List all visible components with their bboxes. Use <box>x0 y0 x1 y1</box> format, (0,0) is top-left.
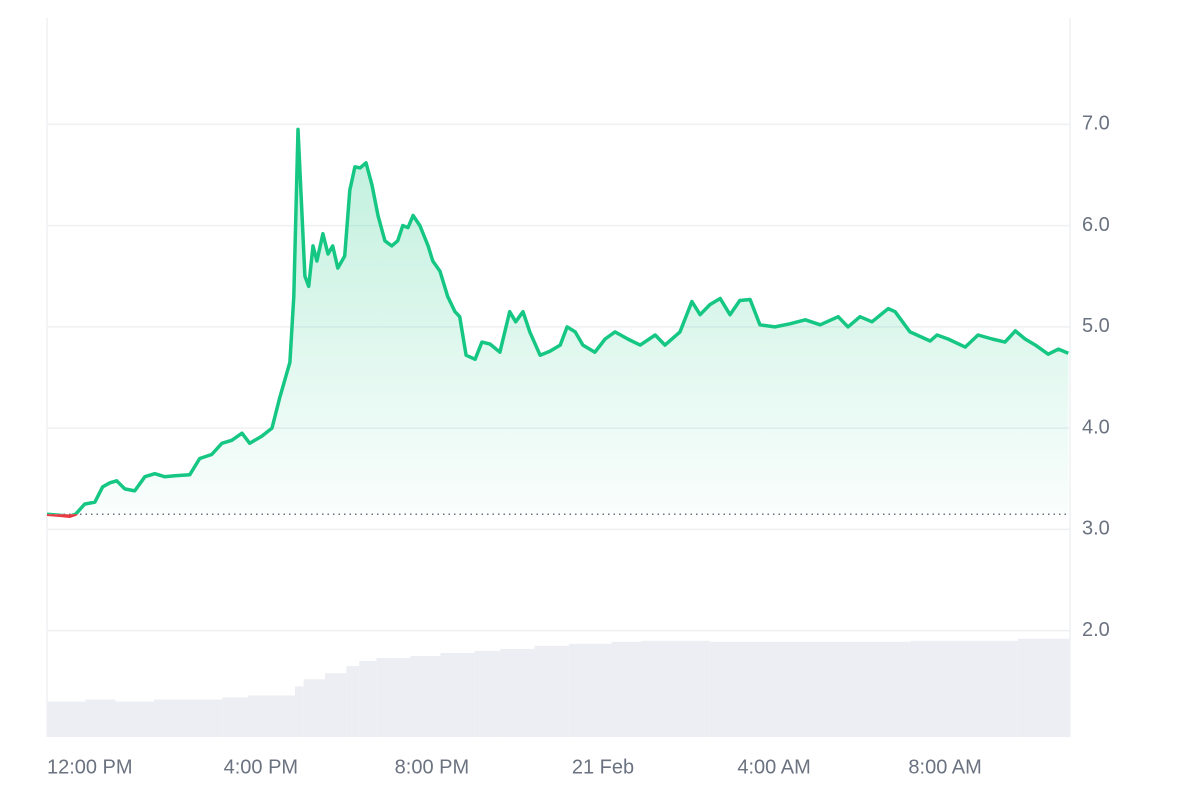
volume-bar <box>440 652 475 737</box>
volume-bar <box>910 640 1018 737</box>
volume-bar <box>709 641 911 737</box>
volume-bar <box>641 640 710 737</box>
y-tick-label: 2.0 <box>1082 619 1110 641</box>
y-tick-label: 4.0 <box>1082 416 1110 438</box>
volume-bar <box>474 650 501 737</box>
volume-bar <box>359 661 377 737</box>
volume-bar <box>568 643 612 737</box>
x-tick-label: 4:00 AM <box>737 756 810 778</box>
volume-bar <box>153 699 223 737</box>
x-tick-label: 8:00 AM <box>908 756 981 778</box>
volume-bar <box>115 701 154 737</box>
volume-layer <box>47 638 1070 737</box>
x-tick-label: 21 Feb <box>572 756 634 778</box>
price-line-up <box>46 127 1069 515</box>
volume-bar <box>303 679 325 737</box>
y-tick-label: 5.0 <box>1082 315 1110 337</box>
line-layer <box>46 127 1070 518</box>
volume-bar <box>500 648 535 737</box>
y-tick-label: 7.0 <box>1082 113 1110 135</box>
volume-bar <box>410 655 441 737</box>
volume-bar <box>611 641 642 737</box>
x-tick-label: 4:00 PM <box>224 756 298 778</box>
y-tick-label: 3.0 <box>1082 518 1110 540</box>
label-layer: 2.0 3.0 4.0 5.0 6.0 7.0 12:00 PM 4:00 PM 8:00 PM… <box>47 113 1110 779</box>
volume-bar <box>324 673 347 737</box>
volume-bar <box>376 658 411 737</box>
volume-bar <box>295 686 304 737</box>
volume-bar <box>346 666 360 737</box>
y-tick-label: 6.0 <box>1082 214 1110 236</box>
volume-bar <box>534 645 569 737</box>
volume-bar <box>248 695 296 737</box>
volume-bar <box>222 697 249 737</box>
volume-bar <box>47 701 86 737</box>
volume-bar <box>85 699 116 737</box>
volume-bar <box>1017 638 1070 737</box>
x-tick-label: 8:00 PM <box>395 756 469 778</box>
x-tick-label: 12:00 PM <box>47 756 133 778</box>
